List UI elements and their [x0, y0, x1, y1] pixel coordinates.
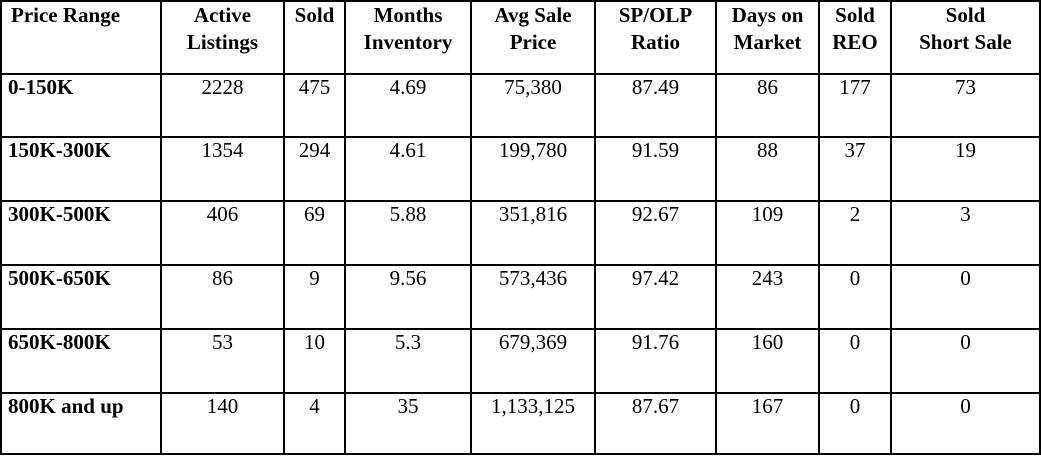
cell-days-on-market: 86 [715, 73, 820, 138]
cell-active-listings: 2228 [160, 73, 285, 138]
cell-price-range: 150K-300K [0, 136, 162, 202]
cell-sp-olp-ratio: 92.67 [594, 200, 717, 266]
cell-months-inventory: 5.3 [344, 328, 472, 394]
header-days-on-market: Days on Market [715, 0, 820, 75]
cell-avg-sale-price: 1,133,125 [470, 392, 596, 455]
cell-sold-reo: 0 [818, 264, 892, 330]
cell-sold: 4 [283, 392, 346, 455]
cell-sold-reo: 37 [818, 136, 892, 202]
cell-months-inventory: 5.88 [344, 200, 472, 266]
table-row: 650K-800K 53 10 5.3 679,369 91.76 160 0 … [0, 328, 1041, 394]
cell-days-on-market: 167 [715, 392, 820, 455]
cell-active-listings: 1354 [160, 136, 285, 202]
table-header: Price Range Active Listings Sold Months … [0, 0, 1041, 75]
header-label: SP/OLP Ratio [618, 3, 693, 54]
header-label: Avg Sale Price [494, 3, 572, 54]
cell-sold: 69 [283, 200, 346, 266]
cell-sp-olp-ratio: 91.76 [594, 328, 717, 394]
cell-active-listings: 53 [160, 328, 285, 394]
cell-sold: 475 [283, 73, 346, 138]
table-row: 800K and up 140 4 35 1,133,125 87.67 167… [0, 392, 1041, 455]
cell-price-range: 500K-650K [0, 264, 162, 330]
cell-sold-reo: 0 [818, 392, 892, 455]
header-active-listings: Active Listings [160, 0, 285, 75]
cell-sold-short-sale: 0 [890, 264, 1041, 330]
table-row: 500K-650K 86 9 9.56 573,436 97.42 243 0 … [0, 264, 1041, 330]
table-row: 300K-500K 406 69 5.88 351,816 92.67 109 … [0, 200, 1041, 266]
header-row: Price Range Active Listings Sold Months … [0, 0, 1041, 75]
cell-avg-sale-price: 573,436 [470, 264, 596, 330]
cell-sold-reo: 0 [818, 328, 892, 394]
header-price-range: Price Range [0, 0, 162, 75]
cell-sp-olp-ratio: 91.59 [594, 136, 717, 202]
cell-sold-short-sale: 3 [890, 200, 1041, 266]
cell-sold-reo: 177 [818, 73, 892, 138]
cell-days-on-market: 109 [715, 200, 820, 266]
cell-sold: 294 [283, 136, 346, 202]
cell-months-inventory: 9.56 [344, 264, 472, 330]
cell-price-range: 800K and up [0, 392, 162, 455]
header-sold-short-sale: Sold Short Sale [890, 0, 1041, 75]
cell-active-listings: 140 [160, 392, 285, 455]
cell-sold: 10 [283, 328, 346, 394]
header-label: Active Listings [186, 3, 259, 54]
header-label: Days on Market [731, 3, 804, 54]
header-sold: Sold [283, 0, 346, 75]
header-label: Months Inventory [363, 3, 453, 54]
header-label: Sold Short Sale [919, 3, 1012, 54]
cell-months-inventory: 4.69 [344, 73, 472, 138]
cell-price-range: 300K-500K [0, 200, 162, 266]
cell-sp-olp-ratio: 87.49 [594, 73, 717, 138]
cell-price-range: 0-150K [0, 73, 162, 138]
cell-sold-reo: 2 [818, 200, 892, 266]
header-sp-olp-ratio: SP/OLP Ratio [594, 0, 717, 75]
cell-sp-olp-ratio: 97.42 [594, 264, 717, 330]
cell-avg-sale-price: 199,780 [470, 136, 596, 202]
header-label: Price Range [11, 3, 121, 27]
cell-days-on-market: 160 [715, 328, 820, 394]
header-months-inventory: Months Inventory [344, 0, 472, 75]
cell-sold-short-sale: 0 [890, 392, 1041, 455]
cell-days-on-market: 88 [715, 136, 820, 202]
header-label: Sold [294, 3, 335, 27]
cell-sold-short-sale: 19 [890, 136, 1041, 202]
cell-sp-olp-ratio: 87.67 [594, 392, 717, 455]
cell-days-on-market: 243 [715, 264, 820, 330]
cell-price-range: 650K-800K [0, 328, 162, 394]
header-label: Sold REO [832, 3, 878, 54]
cell-active-listings: 406 [160, 200, 285, 266]
cell-sold: 9 [283, 264, 346, 330]
header-sold-reo: Sold REO [818, 0, 892, 75]
cell-avg-sale-price: 75,380 [470, 73, 596, 138]
cell-avg-sale-price: 679,369 [470, 328, 596, 394]
table-body: 0-150K 2228 475 4.69 75,380 87.49 86 177… [0, 73, 1041, 455]
cell-sold-short-sale: 73 [890, 73, 1041, 138]
cell-active-listings: 86 [160, 264, 285, 330]
header-avg-sale-price: Avg Sale Price [470, 0, 596, 75]
table-row: 150K-300K 1354 294 4.61 199,780 91.59 88… [0, 136, 1041, 202]
cell-months-inventory: 35 [344, 392, 472, 455]
cell-avg-sale-price: 351,816 [470, 200, 596, 266]
cell-months-inventory: 4.61 [344, 136, 472, 202]
cell-sold-short-sale: 0 [890, 328, 1041, 394]
table-row: 0-150K 2228 475 4.69 75,380 87.49 86 177… [0, 73, 1041, 138]
